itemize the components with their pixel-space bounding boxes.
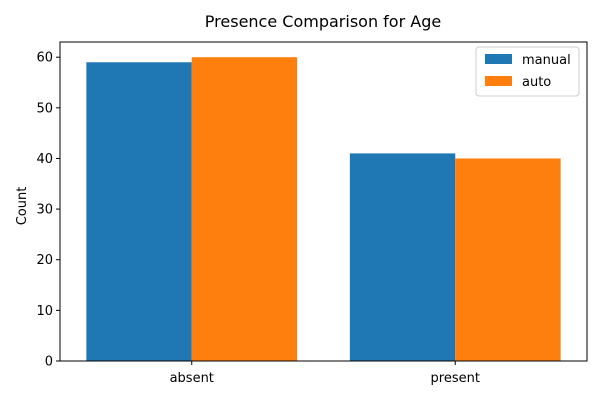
bar-auto-present <box>455 158 561 361</box>
bar-auto-absent <box>191 57 298 361</box>
y-tick-label: 0 <box>45 355 53 370</box>
y-tick-label: 30 <box>36 203 53 218</box>
y-tick-label: 20 <box>36 253 53 268</box>
y-tick-label: 50 <box>36 101 53 116</box>
legend-label-manual: manual <box>522 53 571 68</box>
y-tick-label: 10 <box>36 304 53 319</box>
legend-swatch-auto <box>485 76 512 86</box>
y-axis-label: Count <box>15 187 30 226</box>
bar-manual-present <box>349 153 456 361</box>
legend-swatch-manual <box>485 54 512 64</box>
x-tick-label: present <box>431 371 480 386</box>
bar-manual-absent <box>86 62 192 361</box>
chart-title: Presence Comparison for Age <box>205 12 441 31</box>
legend-label-auto: auto <box>522 75 551 90</box>
x-tick-label: absent <box>170 371 214 386</box>
plot-area: 0 10 20 30 40 50 60 absent present <box>36 41 588 386</box>
legend: manual auto <box>475 46 580 97</box>
y-tick-label: 60 <box>36 51 53 66</box>
y-tick-label: 40 <box>36 152 53 167</box>
plot-frame <box>59 41 588 362</box>
